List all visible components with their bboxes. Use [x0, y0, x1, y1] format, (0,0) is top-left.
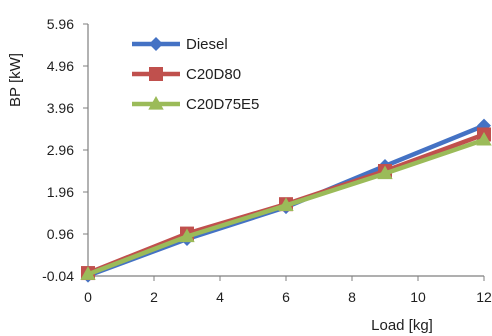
y-tick-label: 3.96 [47, 100, 74, 116]
series-c20d75e5 [80, 131, 492, 280]
legend-item: C20D75E5 [132, 95, 259, 113]
legend-item: C20D80 [132, 66, 241, 83]
legend-item: Diesel [132, 36, 228, 53]
legend-label: C20D75E5 [186, 96, 259, 113]
y-axis-title: BP [kW] [7, 53, 24, 107]
legend-label: C20D80 [186, 66, 241, 83]
legend-label: Diesel [186, 36, 228, 53]
y-tick-label: 5.96 [47, 16, 74, 32]
x-tick-label: 8 [348, 289, 356, 305]
x-tick-label: 12 [476, 289, 492, 305]
series-layer [80, 118, 492, 283]
x-tick-label: 4 [216, 289, 224, 305]
x-tick-label: 0 [84, 289, 92, 305]
ticks-layer: 0 2 4 6 8 10 12 -0.04 0.96 1.96 2.96 3.96 4.96 5.96 [42, 16, 492, 305]
x-tick-label: 6 [282, 289, 290, 305]
data-point [179, 228, 195, 243]
legend-swatch-marker [149, 67, 163, 81]
x-tick-label: 2 [150, 289, 158, 305]
x-tick-label: 10 [410, 289, 426, 305]
data-point [80, 266, 96, 280]
data-point [476, 131, 492, 146]
y-tick-label: 1.96 [47, 184, 74, 200]
y-tick-label: -0.04 [42, 268, 74, 284]
x-axis-title: Load [kg] [371, 317, 433, 334]
legend: Diesel C20D80 C20D75E5 [132, 36, 259, 113]
legend-swatch-marker [148, 95, 164, 110]
y-tick-label: 2.96 [47, 142, 74, 158]
legend-swatch-marker [149, 37, 163, 51]
y-tick-label: 0.96 [47, 226, 74, 242]
y-tick-label: 4.96 [47, 58, 74, 74]
data-point [377, 165, 393, 180]
data-point [278, 197, 294, 212]
